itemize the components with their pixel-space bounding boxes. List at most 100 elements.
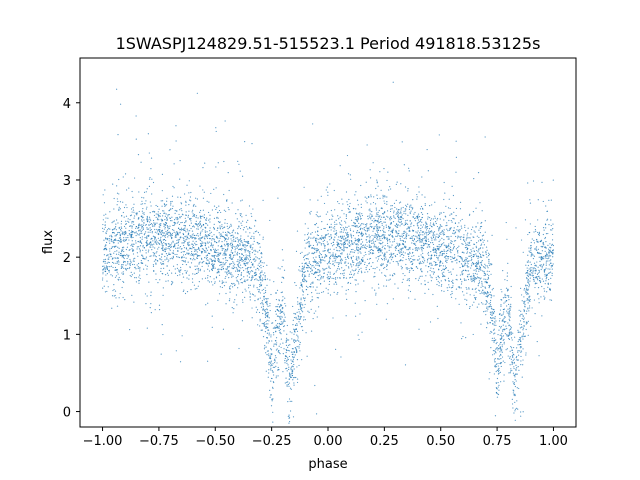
data-point: [278, 351, 280, 354]
data-point: [125, 264, 127, 266]
data-point: [346, 201, 348, 203]
data-point: [301, 262, 303, 264]
data-point: [273, 343, 275, 345]
data-point: [498, 355, 501, 357]
data-point: [396, 235, 398, 238]
data-point: [106, 290, 108, 293]
data-point: [451, 185, 453, 188]
data-point: [186, 228, 188, 230]
data-point: [359, 212, 361, 214]
data-point: [228, 266, 230, 268]
data-point: [154, 231, 156, 233]
data-point: [293, 363, 295, 366]
data-point: [500, 353, 502, 356]
data-point: [118, 239, 120, 242]
data-point: [436, 225, 439, 228]
data-point: [341, 235, 344, 237]
data-point: [484, 286, 486, 288]
data-point: [253, 225, 256, 227]
data-point: [363, 244, 365, 246]
data-point: [540, 256, 543, 258]
data-point: [205, 243, 207, 245]
data-point: [541, 315, 543, 317]
data-point: [494, 332, 496, 334]
data-point: [136, 246, 138, 248]
data-point: [512, 407, 514, 409]
data-point: [113, 295, 115, 297]
data-point: [527, 334, 529, 336]
data-point: [234, 232, 236, 234]
data-point: [488, 287, 490, 289]
data-point: [161, 200, 164, 202]
data-point: [186, 235, 188, 237]
data-point: [276, 342, 278, 344]
data-point: [166, 233, 168, 235]
data-point: [506, 348, 508, 350]
data-point: [251, 248, 253, 250]
data-point: [147, 228, 150, 230]
data-point: [232, 229, 235, 231]
data-point: [272, 366, 274, 368]
data-point: [107, 261, 109, 263]
data-point: [185, 271, 187, 273]
data-point: [174, 209, 176, 212]
data-point: [198, 262, 200, 264]
data-point: [224, 120, 226, 122]
data-point: [220, 269, 223, 271]
data-point: [443, 211, 445, 214]
data-point: [339, 239, 341, 242]
data-point: [283, 320, 285, 322]
data-point: [256, 257, 258, 259]
data-point: [525, 287, 528, 289]
data-point: [288, 398, 291, 400]
data-point: [307, 253, 309, 255]
data-point: [172, 252, 174, 254]
data-point: [520, 415, 522, 417]
data-point: [267, 350, 270, 352]
data-point: [551, 272, 553, 274]
data-point: [237, 281, 240, 283]
data-point: [191, 246, 194, 248]
data-point: [136, 264, 138, 266]
data-point: [491, 314, 493, 316]
data-point: [459, 274, 462, 276]
data-point: [270, 362, 272, 364]
data-point: [288, 422, 290, 424]
data-point: [115, 262, 117, 264]
data-point: [183, 247, 186, 249]
data-point: [358, 231, 360, 234]
data-point: [191, 243, 193, 245]
data-point: [410, 225, 412, 227]
data-point: [364, 300, 366, 302]
data-point: [275, 365, 277, 367]
data-point: [214, 248, 216, 250]
data-point: [252, 275, 254, 277]
data-point: [207, 211, 210, 214]
data-point: [216, 229, 218, 232]
data-point: [389, 241, 391, 243]
data-point: [258, 311, 261, 314]
data-point: [201, 252, 203, 254]
data-point: [506, 279, 508, 282]
data-point: [264, 276, 266, 278]
data-point: [153, 253, 155, 255]
data-point: [149, 243, 151, 245]
data-point: [173, 187, 175, 189]
data-point: [157, 214, 159, 216]
data-point: [365, 247, 367, 250]
data-point: [415, 265, 418, 268]
data-point: [391, 231, 394, 233]
data-point: [276, 362, 278, 364]
data-point: [307, 293, 309, 296]
data-point: [149, 223, 152, 226]
data-point: [320, 277, 322, 279]
data-point: [195, 237, 197, 239]
data-point: [486, 273, 488, 275]
data-point: [256, 267, 258, 269]
data-point: [510, 333, 513, 335]
data-point: [301, 303, 303, 305]
data-point: [278, 327, 280, 329]
data-point: [214, 258, 216, 260]
data-point: [479, 231, 482, 234]
data-point: [226, 250, 228, 252]
